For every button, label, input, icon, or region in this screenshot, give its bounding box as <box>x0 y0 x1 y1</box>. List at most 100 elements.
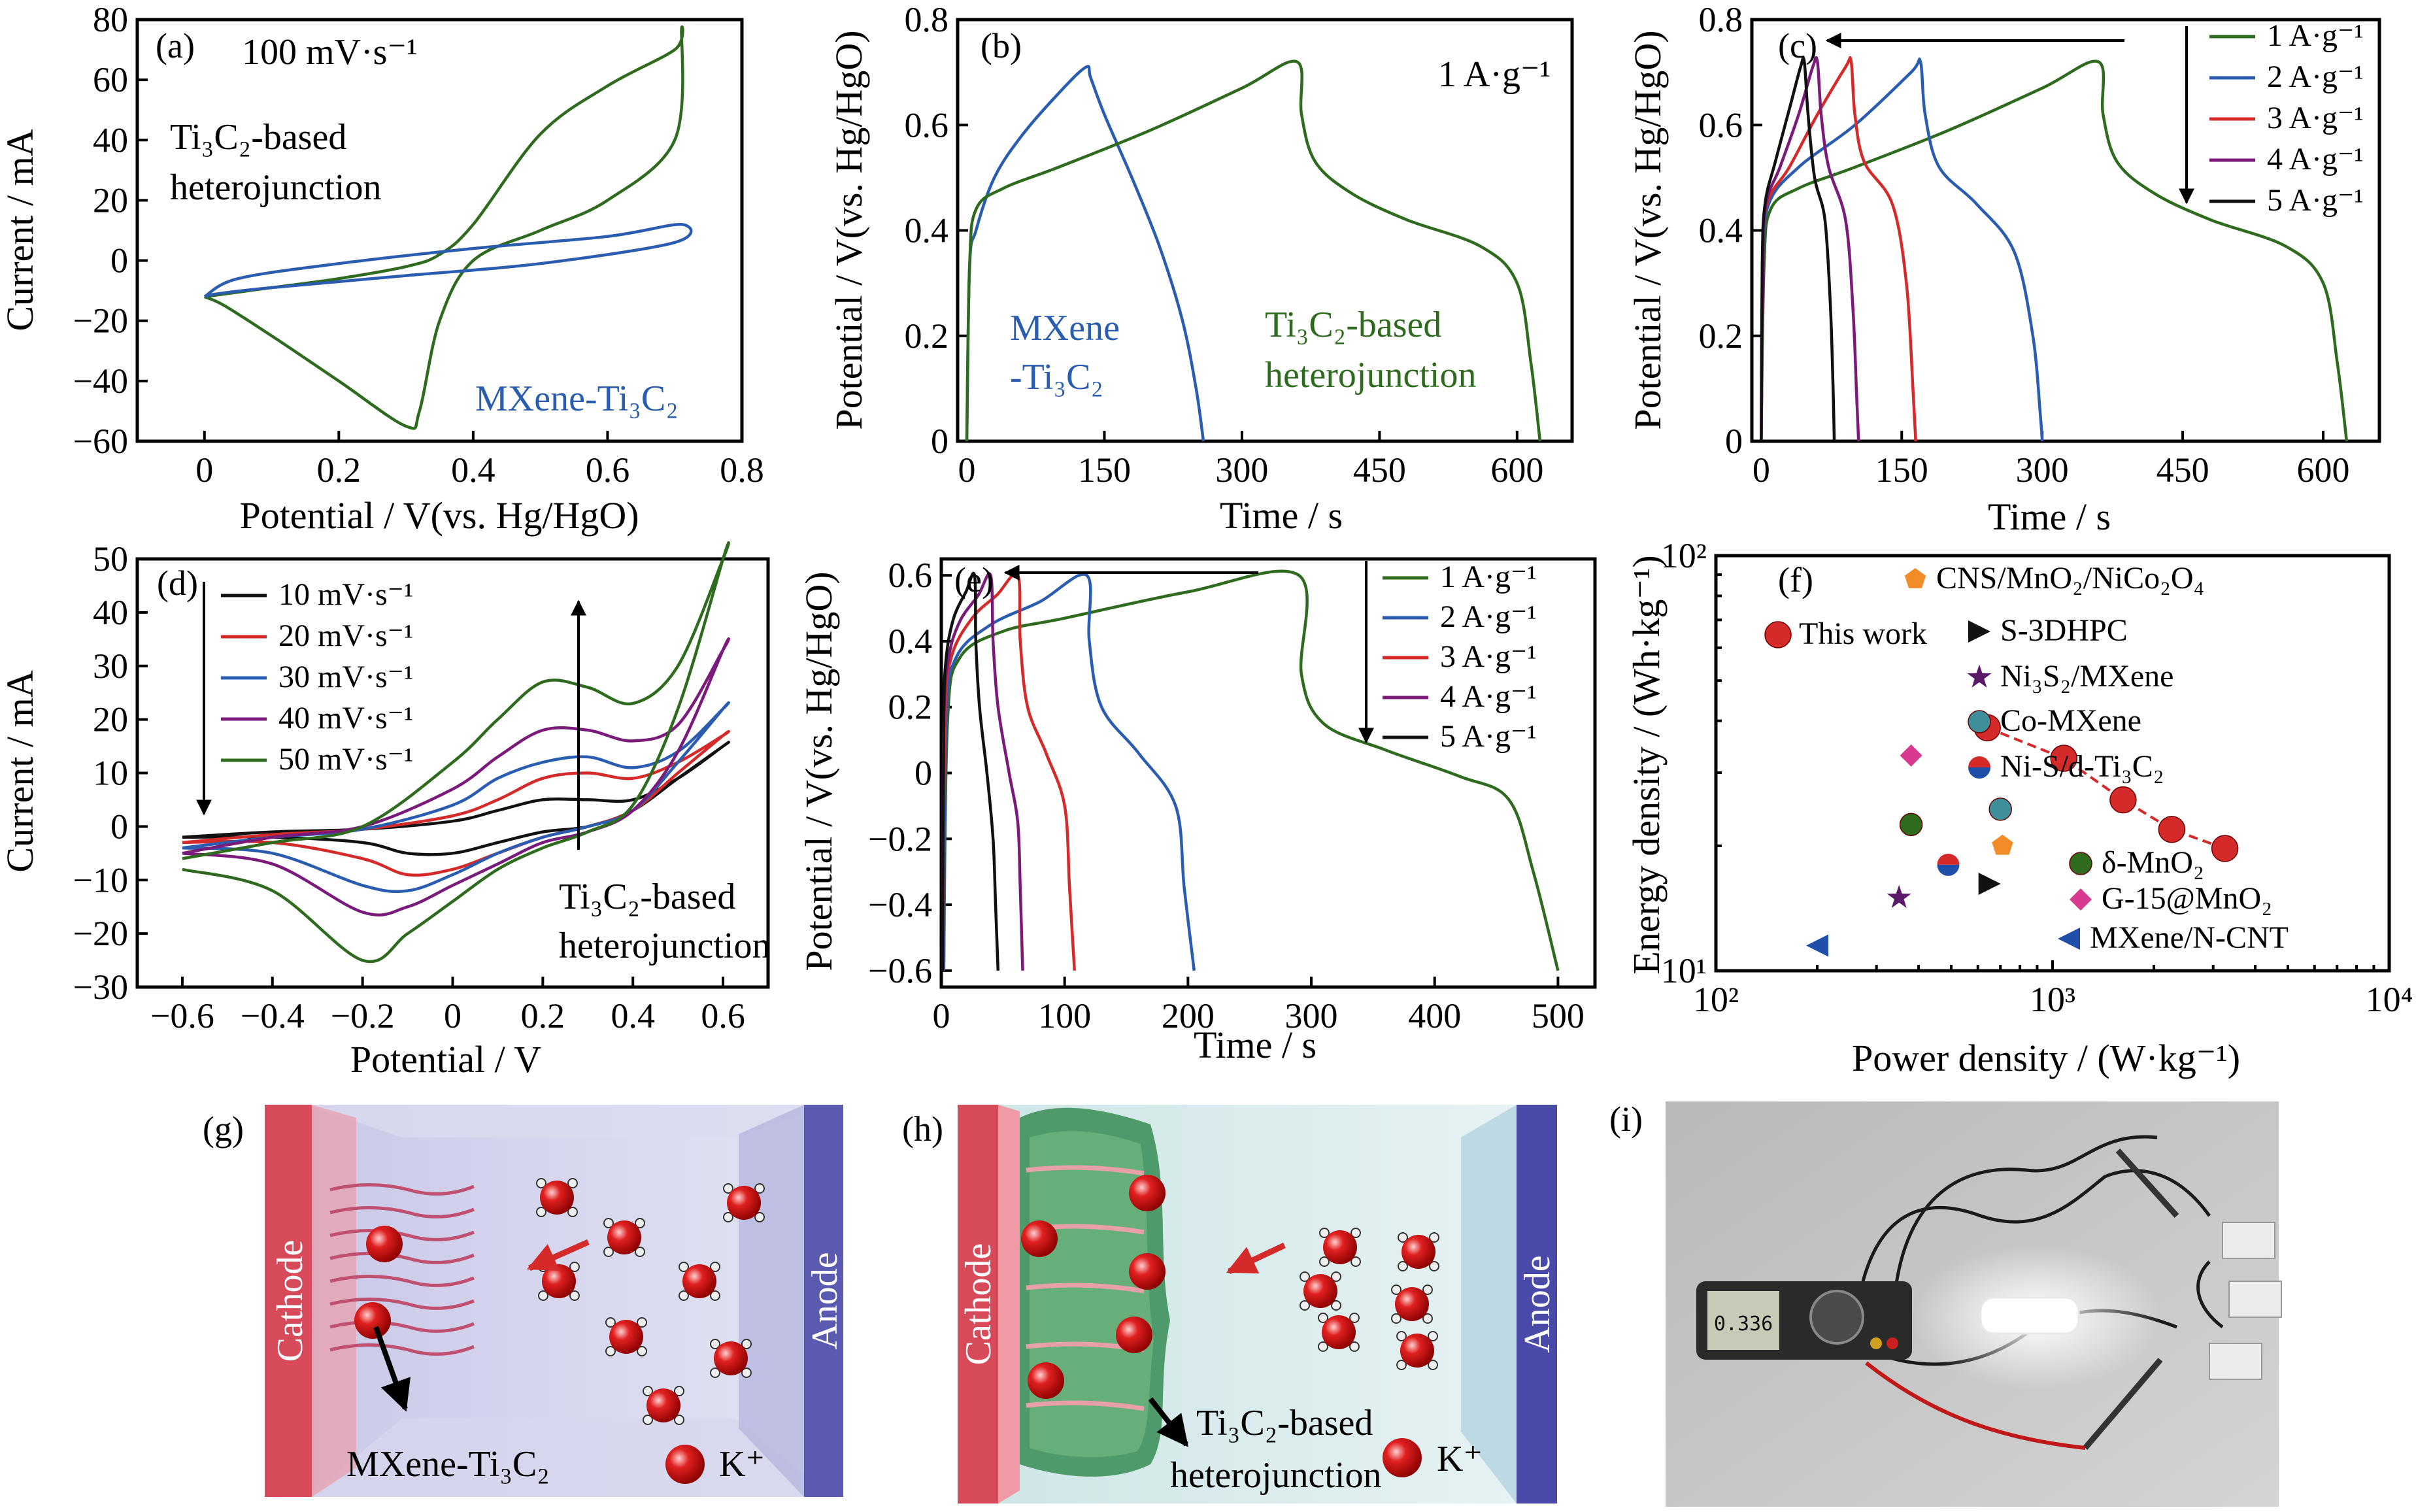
panel-f-legend-marker <box>1967 664 1992 688</box>
panel-h-ion-direction-arrow <box>1226 1242 1286 1275</box>
panel-h-cathode-plate <box>998 1105 1020 1504</box>
panel-h-anode-label: Anode <box>1517 1255 1558 1352</box>
panel-f-point-3 <box>1887 884 1911 908</box>
panel-b-ytick-label: 0.4 <box>905 211 949 250</box>
panel-d-legend: 10 mV·s⁻¹ 20 mV·s⁻¹ 30 mV·s⁻¹ 40 mV·s⁻¹ 50 m… <box>221 577 413 777</box>
panel-h-cathode-bar <box>958 1105 998 1504</box>
panel-i: (i) 0.336 <box>1609 1100 2282 1507</box>
panel-b-mxene-label-1: MXene <box>1010 308 1120 348</box>
panel-f-point-1 <box>1992 834 2013 855</box>
panel-b-xtick-label: 450 <box>1353 450 1406 490</box>
panel-f-this-work-line <box>1987 726 2226 850</box>
panel-c-legend-label: 1 A·g⁻¹ <box>2267 18 2364 53</box>
panel-d-series-0-line <box>182 741 730 856</box>
panel-e-ytick-label: −0.4 <box>868 885 932 924</box>
panel-e-legend-label: 1 A·g⁻¹ <box>1440 560 1537 594</box>
panel-a-hetero-label-1: Ti₃C₂-based <box>170 117 346 158</box>
panel-b-ytick-label: 0.2 <box>905 316 949 356</box>
panel-b: 0 150 300 450 600 0.8 0.6 0.4 0.2 0 (b) 1 A·g⁻¹ M… <box>828 0 1574 537</box>
panel-f-legend-label: δ-MnO₂ <box>2102 845 2204 880</box>
panel-e-series-1-line <box>942 573 1196 971</box>
panel-a-xtick-label: 0 <box>195 450 213 490</box>
panel-g-ion-label: K⁺ <box>719 1444 765 1485</box>
panel-i-jack-1 <box>1870 1337 1882 1349</box>
panel-f-point-8 <box>1806 934 1829 957</box>
panel-e-legend-label: 5 A·g⁻¹ <box>1440 719 1537 754</box>
panel-e-ytick-label: −0.2 <box>868 819 932 858</box>
panel-h-water-ion <box>1319 1228 1361 1267</box>
panel-d-ytick-label: 10 <box>93 754 128 793</box>
panel-f-legend-marker <box>1968 710 1991 733</box>
panel-h-pointer-arrow <box>1148 1397 1189 1447</box>
panel-g-water-ion <box>710 1339 752 1378</box>
panel-f-legend-marker <box>1764 621 1792 648</box>
panel-a-hetero-label-2: heterojunction <box>170 167 381 208</box>
panel-e-plot-area <box>941 569 1560 971</box>
panel-e-xtick-label: 300 <box>1285 996 1338 1035</box>
panel-i-led-bulb <box>1979 1296 2080 1335</box>
panel-e-series-3-line <box>941 572 1024 971</box>
panel-d-xtick-label: 0 <box>444 996 461 1035</box>
panel-c-legend-label: 4 A·g⁻¹ <box>2267 142 2364 176</box>
panel-e-ytick-label: 0.4 <box>888 622 933 661</box>
panel-g-ion-direction-arrow <box>526 1239 590 1271</box>
panel-d-ytick-label: 0 <box>110 807 128 846</box>
panel-e-ytick-label: 0.2 <box>888 688 933 727</box>
panel-i-jack-2 <box>1887 1337 1898 1349</box>
panel-f-legend-marker <box>2058 928 2080 950</box>
panel-c: 0 150 300 450 600 0.8 0.6 0.4 0.2 0 (c) 1 A·g⁻¹ 2 … <box>1626 0 2381 538</box>
panel-h-material-label-1: Ti₃C₂-based <box>1196 1403 1373 1443</box>
panel-d-ytick-label: −30 <box>73 967 128 1007</box>
panel-f-legend-label: This work <box>1799 616 1927 651</box>
panel-e-ytick-label: 0 <box>914 754 932 793</box>
panel-d-legend-label: 10 mV·s⁻¹ <box>278 577 413 612</box>
panel-f-legend-marker <box>2070 888 2092 911</box>
panel-f-xtick-label: 10⁴ <box>2366 980 2413 1019</box>
panel-b-mxene-label-2: -Ti₃C₂ <box>1010 357 1103 397</box>
panel-d-xtick-label: −0.6 <box>150 996 214 1035</box>
panel-c-ytick-label: 0.8 <box>1699 0 1743 39</box>
panel-b-current-density: 1 A·g⁻¹ <box>1438 54 1551 95</box>
panel-a-xtick-label: 0.4 <box>451 450 495 490</box>
panel-f-legend-label: Ni-S/d-Ti₃C₂ <box>2000 749 2164 784</box>
panel-g-cathode-label: Cathode <box>270 1240 310 1362</box>
panel-a-ytick-label: 40 <box>93 120 128 160</box>
panel-d-ylabel: Current / mA <box>0 670 41 872</box>
panel-g-ion-legend-icon <box>665 1445 705 1484</box>
panel-c-xtick-label: 600 <box>2297 450 2350 490</box>
panel-d-series-2-line <box>182 701 730 894</box>
panel-h-intercalated-ion <box>1116 1317 1152 1353</box>
panel-a-ytick-label: 0 <box>110 241 128 280</box>
panel-f-point-2 <box>1978 872 2001 895</box>
panel-f-legend-label: Co-MXene <box>2000 703 2141 738</box>
panel-g-intercalated-ion <box>354 1302 391 1339</box>
panel-f-legend-label: MXene/N-CNT <box>2090 920 2289 955</box>
panel-h-anode-bar <box>1517 1105 1557 1504</box>
panel-g-tag: (g) <box>203 1109 244 1149</box>
panel-c-xtick-label: 150 <box>1875 450 1928 490</box>
panel-d-xtick-label: 0.2 <box>521 996 565 1035</box>
panel-f-legend-marker <box>1968 756 1990 779</box>
panel-h-water-ion <box>1318 1313 1360 1352</box>
panel-f-point-0 <box>2050 745 2077 772</box>
panel-d-legend-label: 40 mV·s⁻¹ <box>278 701 413 735</box>
panel-d-ytick-label: 20 <box>93 700 128 739</box>
panel-d-hetero-label-2: heterojunction <box>559 926 770 966</box>
panel-a-ytick-label: −40 <box>73 361 128 401</box>
panel-a-plot-area <box>203 25 693 430</box>
panel-a-ytick-label: −20 <box>73 301 128 341</box>
panel-g-anode-bar <box>804 1105 843 1497</box>
panel-i-probe-1 <box>2115 1148 2179 1218</box>
panel-a-ytick-label: −60 <box>73 422 128 461</box>
panel-a-tag: (a) <box>156 26 195 65</box>
panel-e-series-4-line <box>941 571 1000 971</box>
panel-i-multimeter-screen <box>1707 1291 1779 1350</box>
panel-c-legend-label: 3 A·g⁻¹ <box>2267 101 2364 135</box>
panel-a-ytick-label: 60 <box>93 60 128 99</box>
panel-a-series-0-line <box>203 25 684 430</box>
panel-f-legend-marker <box>1904 568 1926 588</box>
panel-f-point-5 <box>1937 853 1960 876</box>
panel-g-water-ion <box>679 1262 720 1301</box>
panel-a-frame <box>135 18 744 443</box>
panel-i-device-1 <box>2222 1222 2275 1259</box>
